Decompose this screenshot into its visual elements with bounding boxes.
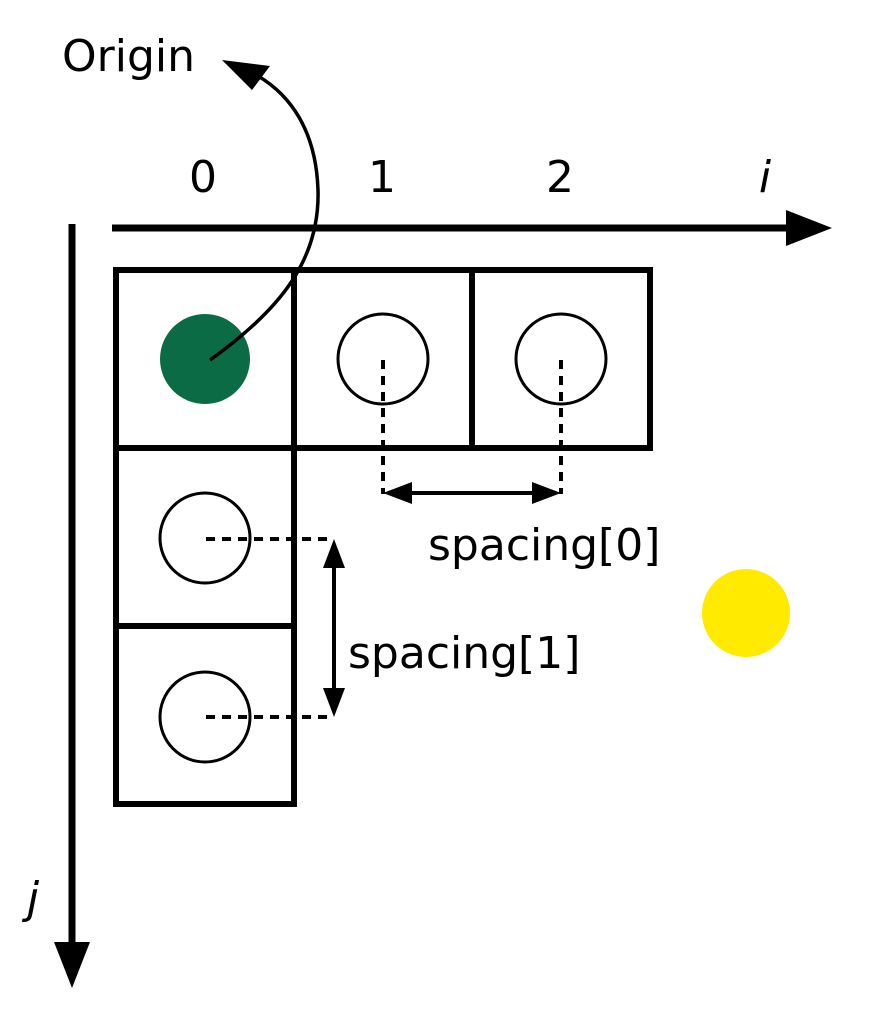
- spacing-0-label: spacing[0]: [428, 520, 660, 571]
- axis-i-arrowhead: [786, 210, 832, 246]
- spacing-1-arrowhead-top: [323, 539, 345, 568]
- pixel-circle-1-0: [336, 312, 430, 406]
- axis-j-arrowhead: [54, 942, 90, 988]
- spacing-0-arrowhead-right: [532, 482, 561, 504]
- spacing-0-guides: [381, 360, 563, 494]
- index-label-1: 1: [368, 152, 396, 203]
- pixel-circle-0-2: [158, 670, 252, 764]
- axis-j-label: j: [22, 873, 40, 924]
- pixel-circle-2-0: [514, 312, 608, 406]
- axis-i-label: i: [759, 152, 772, 203]
- origin-pointer-arrowhead: [222, 60, 270, 90]
- origin-dot: [160, 314, 250, 404]
- spacing-1-label: spacing[1]: [348, 628, 580, 679]
- spacing-1-guides: [206, 537, 334, 719]
- spacing-0-arrowhead-left: [383, 482, 412, 504]
- origin-label: Origin: [62, 31, 195, 82]
- pixel-circle-0-1: [158, 491, 252, 585]
- origin-pointer-arrow: [208, 74, 320, 362]
- spacing-1-arrowhead-bottom: [323, 688, 345, 717]
- index-label-2: 2: [546, 152, 574, 203]
- index-label-0: 0: [189, 152, 217, 203]
- yellow-dot: [702, 569, 790, 657]
